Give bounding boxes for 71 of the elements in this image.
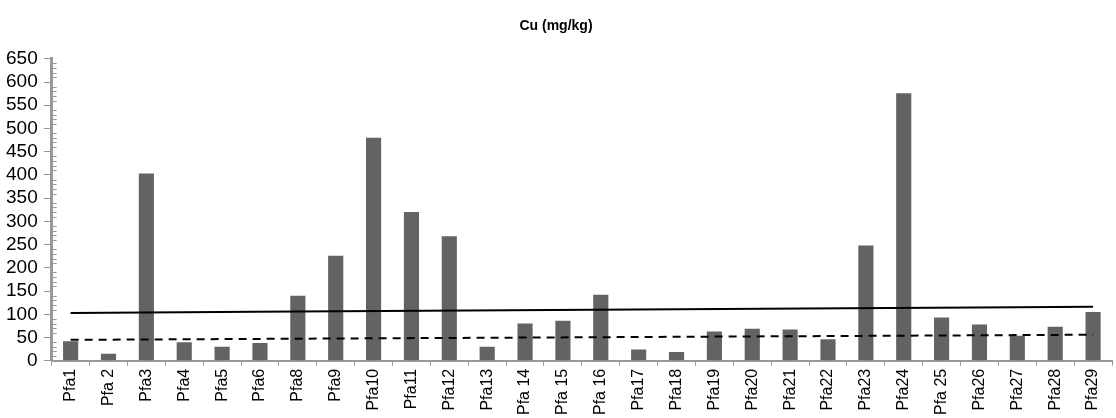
x-tick-label: Pfa19 bbox=[704, 368, 722, 411]
y-tick-label: 450 bbox=[6, 139, 38, 161]
bar bbox=[934, 317, 950, 361]
y-tick-label: 100 bbox=[6, 302, 38, 324]
x-tick-label: Pfa13 bbox=[477, 368, 495, 411]
bar bbox=[555, 320, 571, 361]
x-tick-label: Pfa9 bbox=[326, 368, 344, 402]
y-tick-label: 600 bbox=[6, 70, 38, 92]
x-tick-label: Pfa5 bbox=[212, 368, 230, 402]
x-tick-label: Pfa4 bbox=[174, 368, 192, 402]
y-tick-label: 400 bbox=[6, 163, 38, 185]
y-tick-label: 150 bbox=[6, 279, 38, 301]
bar bbox=[100, 353, 117, 361]
x-tick-label: Pfa6 bbox=[250, 368, 268, 402]
bar bbox=[479, 346, 495, 361]
x-tick-label: Pfa 2 bbox=[98, 368, 116, 407]
x-tick-label: Pfa20 bbox=[742, 368, 760, 411]
y-tick-label: 50 bbox=[16, 325, 38, 347]
bar bbox=[441, 236, 457, 361]
bar bbox=[138, 173, 154, 361]
x-tick-label: Pfa21 bbox=[780, 368, 798, 411]
bar bbox=[176, 342, 192, 361]
x-tick-label: Pfa26 bbox=[969, 368, 987, 411]
y-tick-label: 300 bbox=[6, 209, 38, 231]
x-tick-label: Pfa 14 bbox=[515, 368, 533, 416]
x-tick-label: Pfa28 bbox=[1045, 368, 1063, 411]
bar bbox=[782, 329, 798, 361]
bar bbox=[63, 341, 79, 361]
x-tick-label: Pfa8 bbox=[288, 368, 306, 402]
x-tick-label: Pfa11 bbox=[401, 368, 419, 410]
bar bbox=[896, 93, 912, 361]
x-tick-label: Pfa24 bbox=[894, 368, 912, 411]
bar bbox=[517, 323, 533, 361]
y-tick-label: 550 bbox=[6, 93, 38, 115]
x-tick-label: Pfa27 bbox=[1007, 368, 1025, 411]
x-tick-label: Pfa1 bbox=[61, 368, 79, 402]
bar bbox=[668, 351, 685, 361]
x-tick-label: Pfa3 bbox=[136, 368, 154, 402]
y-tick-label: 650 bbox=[6, 47, 38, 69]
bar bbox=[328, 255, 344, 361]
bar bbox=[744, 328, 760, 361]
bar bbox=[403, 212, 420, 361]
y-tick-label: 250 bbox=[6, 232, 38, 254]
y-tick-label: 0 bbox=[27, 348, 38, 370]
bar bbox=[252, 343, 268, 361]
bar bbox=[631, 349, 647, 361]
x-tick-label: Pfa29 bbox=[1083, 368, 1101, 411]
x-tick-label: Pfa 25 bbox=[932, 368, 949, 416]
bar bbox=[971, 324, 988, 361]
bar bbox=[1009, 335, 1025, 361]
x-tick-label: Pfa18 bbox=[666, 368, 684, 411]
x-tick-label: Pfa17 bbox=[629, 368, 647, 411]
bar bbox=[1047, 326, 1063, 361]
x-tick-label: Pfa 15 bbox=[553, 368, 571, 416]
y-tick-label: 350 bbox=[6, 186, 38, 208]
x-tick-label: Pfa 16 bbox=[591, 368, 609, 416]
bar bbox=[820, 339, 836, 361]
bar bbox=[593, 294, 609, 361]
bar bbox=[858, 245, 874, 361]
bar bbox=[290, 295, 306, 361]
x-tick-label: Pfa10 bbox=[363, 368, 381, 411]
x-tick-label: Pfa12 bbox=[439, 368, 457, 411]
x-tick-label: Pfa23 bbox=[856, 368, 874, 411]
chart-title: Cu (mg/kg) bbox=[519, 17, 593, 34]
bar bbox=[366, 137, 382, 361]
bar bbox=[1085, 311, 1101, 361]
bar bbox=[214, 346, 230, 361]
y-tick-label: 500 bbox=[6, 116, 38, 138]
x-tick-label: Pfa22 bbox=[818, 368, 836, 411]
y-tick-label: 200 bbox=[6, 256, 38, 278]
bar bbox=[706, 331, 722, 361]
